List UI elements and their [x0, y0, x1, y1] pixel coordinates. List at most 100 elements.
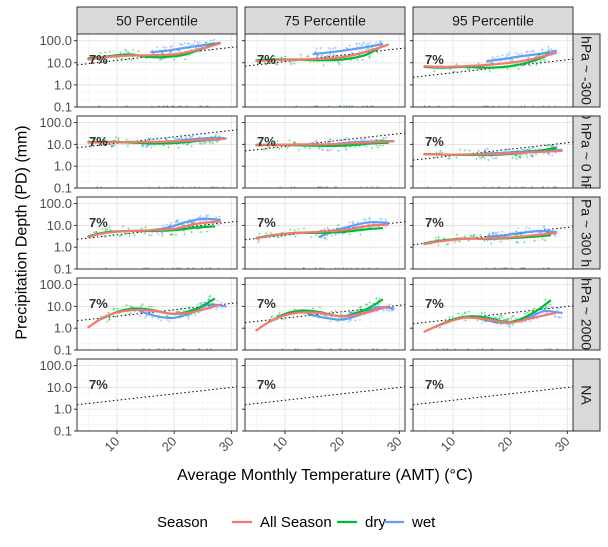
raw-point [532, 105, 534, 107]
raw-point [284, 267, 286, 269]
raw-point [554, 105, 556, 107]
raw-point [316, 186, 319, 188]
raw-point [163, 348, 165, 350]
percent-annotation: 7% [257, 296, 276, 311]
y-tick-label: 10.0 [47, 218, 72, 233]
raw-point [207, 105, 209, 107]
facet-panel: 7% [410, 358, 574, 434]
raw-point [338, 267, 340, 269]
percent-annotation: 7% [425, 134, 444, 149]
reference-line-7pct [413, 386, 573, 406]
raw-point [187, 267, 190, 269]
raw-point [371, 186, 374, 188]
raw-point [321, 186, 323, 188]
raw-point [384, 348, 387, 350]
legend: Season All Season dry wet [157, 514, 436, 531]
raw-point [554, 186, 556, 188]
legend-entry-label: All Season [260, 514, 332, 531]
panel-border [76, 115, 238, 189]
raw-point [491, 348, 493, 350]
raw-point [547, 348, 549, 350]
series-line-all-season [255, 140, 395, 147]
series-line-wet [150, 41, 221, 54]
raw-point [362, 105, 365, 107]
raw-point [528, 348, 531, 350]
raw-point [491, 186, 494, 188]
raw-point [376, 186, 379, 188]
raw-point [542, 105, 545, 107]
raw-point [100, 186, 103, 188]
raw-point [485, 105, 488, 107]
raw-point [342, 267, 345, 269]
row-strip [572, 115, 601, 189]
legend-entry-label: dry [365, 514, 386, 531]
raw-point [503, 267, 506, 269]
raw-point [485, 267, 488, 269]
raw-point [556, 348, 558, 350]
raw-point [316, 348, 319, 350]
raw-point [526, 348, 529, 350]
raw-point [146, 267, 148, 269]
raw-point [175, 267, 178, 269]
row-strip-label: NA [579, 385, 595, 405]
facet-panel: 7% [74, 115, 238, 189]
panel-border [76, 358, 238, 432]
raw-point [176, 186, 178, 188]
raw-point [161, 267, 164, 269]
y-tick-label: 0.1 [54, 424, 72, 439]
raw-point [162, 105, 165, 107]
raw-point [314, 267, 317, 269]
raw-point [449, 186, 451, 188]
panel-border [244, 115, 406, 189]
facet-panel: 7% [242, 115, 406, 189]
panel-border [412, 115, 574, 189]
raw-point [334, 267, 337, 269]
panel-border [244, 33, 406, 108]
raw-point [148, 186, 151, 188]
raw-point [423, 105, 426, 107]
raw-point [524, 186, 526, 188]
y-tick-label: 1.0 [54, 402, 72, 417]
raw-point [520, 267, 522, 269]
raw-point [521, 186, 523, 188]
raw-point [356, 267, 358, 269]
raw-point [302, 267, 305, 269]
raw-point [426, 186, 429, 188]
raw-point [370, 105, 373, 107]
x-tick-label: 20 [495, 434, 516, 455]
raw-point [210, 348, 212, 350]
panel-border [412, 358, 574, 432]
reference-line-7pct [245, 132, 405, 152]
x-tick-label: 30 [216, 434, 237, 455]
percent-annotation: 7% [257, 52, 276, 67]
column-strip [412, 6, 574, 35]
raw-point [148, 348, 150, 350]
raw-point [454, 348, 457, 350]
percent-annotation: 7% [257, 215, 276, 230]
facet-panel: 7% [242, 196, 406, 270]
y-tick-label: 100.0 [39, 196, 72, 211]
raw-point [206, 348, 209, 350]
raw-point [320, 348, 323, 350]
series-line-all-season [255, 223, 389, 240]
x-axis-title: Average Monthly Temperature (AMT) (°C) [177, 467, 473, 484]
raw-point [158, 186, 160, 188]
raw-point [436, 348, 439, 350]
raw-point [166, 105, 168, 107]
raw-point [428, 105, 431, 107]
raw-point [366, 105, 368, 107]
raw-point [348, 105, 351, 107]
raw-point [483, 186, 485, 188]
reference-line-7pct [413, 305, 573, 325]
raw-point [223, 186, 225, 188]
series-line-wet [486, 49, 557, 63]
raw-point [550, 348, 552, 350]
raw-point [117, 348, 120, 350]
raw-point [98, 105, 100, 107]
facet-panel: 7% [74, 277, 238, 351]
raw-point [494, 267, 497, 269]
facet-panel: 7% [410, 33, 574, 108]
raw-point [547, 267, 549, 269]
raw-point [200, 105, 202, 107]
column-strip [76, 6, 238, 35]
